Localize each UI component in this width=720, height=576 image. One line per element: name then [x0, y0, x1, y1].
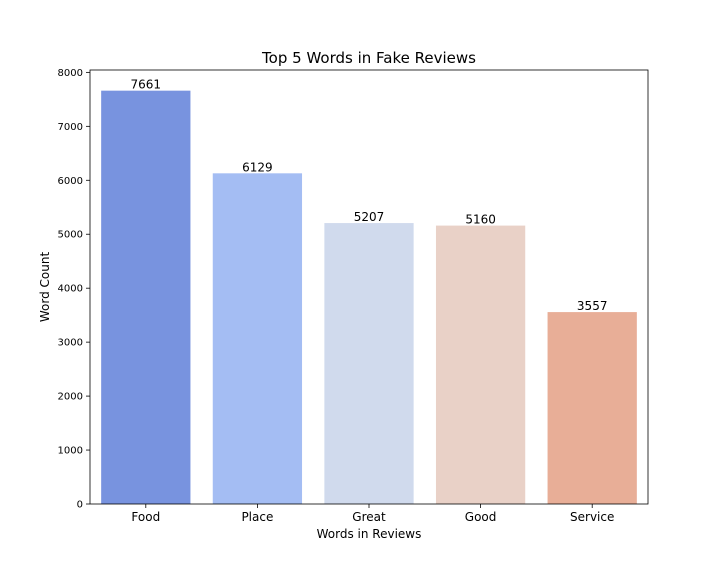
- y-tick-label-3000: 3000: [58, 338, 83, 349]
- bar-service: [547, 312, 637, 504]
- y-axis-label: Word Count: [38, 252, 52, 323]
- x-tick-label-great: Great: [352, 510, 386, 524]
- bar-good: [435, 225, 526, 504]
- x-tick-label-service: Service: [570, 510, 614, 524]
- data-label-great: 5207: [354, 210, 385, 224]
- data-label-service: 3557: [577, 299, 608, 313]
- y-tick-label-0: 0: [77, 500, 83, 511]
- x-axis: Food Place Great Good Service: [131, 504, 614, 524]
- bar-place: [212, 173, 303, 504]
- data-labels-layer: 7661 6129 5207 5160 3557: [131, 78, 608, 313]
- bars-layer: [101, 90, 637, 504]
- data-label-place: 6129: [242, 160, 273, 174]
- x-axis-label: Words in Reviews: [317, 527, 422, 541]
- x-tick-label-place: Place: [241, 510, 273, 524]
- x-tick-label-food: Food: [131, 510, 160, 524]
- y-tick-label-2000: 2000: [58, 392, 83, 403]
- bar-great: [324, 223, 414, 504]
- y-axis: 0 1000 2000 3000 4000 5000 6000 7000 8000: [58, 68, 90, 511]
- chart-title: Top 5 Words in Fake Reviews: [261, 49, 476, 67]
- y-tick-label-5000: 5000: [58, 230, 83, 241]
- y-tick-label-1000: 1000: [58, 446, 83, 457]
- data-label-food: 7661: [131, 78, 162, 92]
- y-tick-label-4000: 4000: [58, 284, 83, 295]
- y-tick-label-7000: 7000: [58, 122, 83, 133]
- x-tick-label-good: Good: [465, 510, 497, 524]
- y-tick-label-8000: 8000: [58, 68, 83, 79]
- bar-food: [101, 90, 191, 504]
- data-label-good: 5160: [465, 213, 496, 227]
- y-tick-label-6000: 6000: [58, 176, 83, 187]
